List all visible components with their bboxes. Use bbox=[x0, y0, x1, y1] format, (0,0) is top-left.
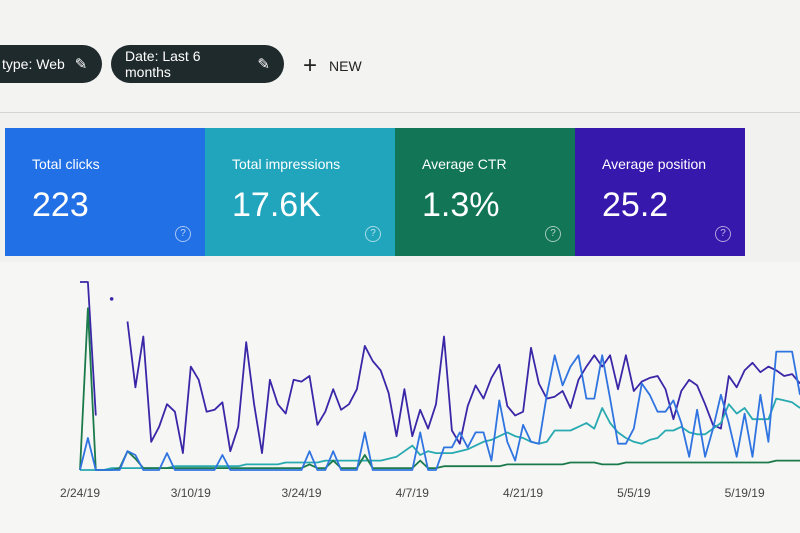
help-icon[interactable]: ? bbox=[365, 226, 381, 242]
metric-label: Average position bbox=[602, 156, 707, 172]
chip-label: Date: Last 6 months bbox=[125, 48, 201, 80]
metric-card-average-ctr[interactable]: Average CTR 1.3% ? bbox=[395, 128, 575, 256]
metric-label: Total impressions bbox=[232, 156, 341, 172]
x-tick-label: 4/7/19 bbox=[396, 486, 430, 500]
line-chart: 2/24/19 3/10/19 3/24/19 4/7/19 4/21/19 5/5/19… bbox=[60, 281, 800, 500]
series-line-total-clicks bbox=[79, 350, 800, 471]
metric-value: 1.3% bbox=[422, 186, 500, 224]
series-line-total-impressions bbox=[80, 397, 800, 471]
metric-value: 25.2 bbox=[602, 186, 669, 224]
metric-label: Total clicks bbox=[32, 156, 100, 172]
pencil-icon[interactable]: ✎ bbox=[257, 56, 270, 73]
help-icon[interactable]: ? bbox=[175, 226, 191, 242]
x-tick-label: 5/5/19 bbox=[617, 486, 651, 500]
x-tick-label: 2/24/19 bbox=[60, 486, 100, 500]
plus-icon: + bbox=[303, 52, 318, 79]
help-icon[interactable]: ? bbox=[715, 226, 731, 242]
metric-cards: Total clicks 223 ? Total impressions 17.… bbox=[5, 128, 745, 256]
x-tick-label: 5/19/19 bbox=[725, 486, 765, 500]
performance-chart: 2/24/19 3/10/19 3/24/19 4/7/19 4/21/19 5/5/19… bbox=[0, 262, 800, 533]
metric-card-total-impressions[interactable]: Total impressions 17.6K ? bbox=[205, 128, 395, 256]
chip-label: type: Web bbox=[2, 56, 65, 72]
new-label: NEW bbox=[329, 58, 362, 74]
series-line-average-position bbox=[80, 281, 800, 454]
series-line-average-ctr bbox=[79, 307, 800, 471]
x-tick-label: 3/24/19 bbox=[282, 486, 322, 500]
metric-value: 223 bbox=[32, 186, 89, 224]
filter-chip-type[interactable]: type: Web ✎ bbox=[0, 45, 102, 83]
pencil-icon[interactable]: ✎ bbox=[74, 56, 88, 73]
metric-value: 17.6K bbox=[232, 186, 321, 224]
help-icon[interactable]: ? bbox=[545, 226, 561, 242]
data-point bbox=[109, 297, 114, 301]
metric-card-average-position[interactable]: Average position 25.2 ? bbox=[575, 128, 745, 256]
filter-bar: type: Web ✎ Date: Last 6 months ✎ + NEW bbox=[0, 0, 800, 113]
metric-label: Average CTR bbox=[422, 156, 507, 172]
new-filter-button[interactable]: + NEW bbox=[303, 52, 362, 79]
x-tick-label: 4/21/19 bbox=[503, 486, 543, 500]
x-tick-label: 3/10/19 bbox=[171, 486, 211, 500]
metric-card-total-clicks[interactable]: Total clicks 223 ? bbox=[5, 128, 205, 256]
filter-chip-date[interactable]: Date: Last 6 months ✎ bbox=[111, 45, 284, 83]
